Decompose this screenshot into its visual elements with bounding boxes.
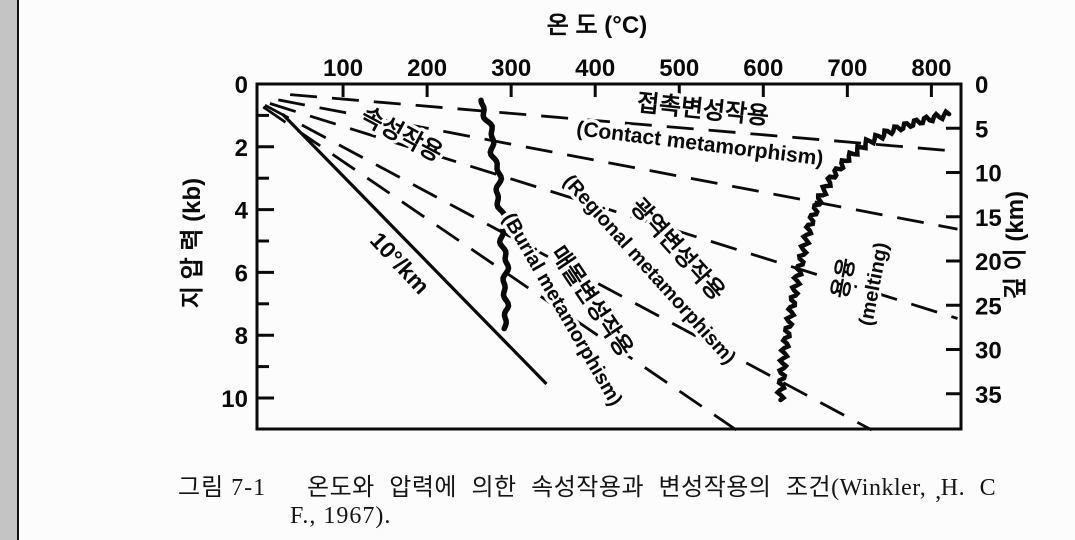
left-axis-tick-label: 0: [235, 72, 248, 99]
right-axis-title: 깊 이 (km): [1002, 191, 1029, 299]
left-axis-tick-label: 4: [235, 198, 249, 225]
series-regional-burial-boundary: [264, 103, 873, 432]
region-label-melting-ko: 용융: [827, 256, 859, 301]
series-diagenesis-metamorphism-boundary: [478, 97, 512, 332]
series-contact-regional-boundary: [278, 98, 958, 231]
right-axis-tick-label: 5: [975, 116, 988, 143]
series-geothermal-gradient-10c-per-km: [281, 112, 548, 386]
top-axis-tick-label: 500: [659, 55, 699, 82]
right-axis-tick-label: 30: [975, 338, 1002, 365]
page-edge-line: [17, 0, 19, 540]
top-axis-tick-label: 200: [407, 55, 447, 82]
page-edge-band: [0, 0, 17, 540]
top-axis-tick-label: 100: [323, 55, 363, 82]
left-axis-title: 지 압 력 (kb): [179, 178, 206, 308]
right-axis-tick-label: 25: [975, 293, 1002, 320]
top-axis-tick-label: 800: [911, 55, 951, 82]
left-axis-tick-label: 8: [235, 323, 248, 350]
right-axis-tick-label: 0: [975, 72, 988, 99]
left-axis-tick-label: 6: [235, 260, 248, 287]
stray-mark: ’: [934, 492, 942, 518]
left-axis-tick-label: 10: [221, 386, 248, 413]
region-label-melting-en: (melting): [855, 241, 893, 328]
plot-border: [255, 82, 963, 431]
pressure-temperature-diagram: 온 도 (°C) 지 압 력 (kb) 깊 이 (km) 100 200 300 40…: [179, 12, 1029, 432]
right-axis-tick-label: 20: [975, 249, 1002, 276]
top-axis-tick-label: 600: [743, 55, 783, 82]
region-label-contact-ko: 접촉변성작용: [636, 90, 771, 131]
top-axis-tick-label: 400: [575, 55, 615, 82]
series-melting-curve: [774, 108, 952, 403]
right-axis-tick-label: 10: [975, 161, 1002, 188]
caption-figure-label: 그림 7-1: [178, 475, 267, 501]
right-axis-tick-label: 35: [975, 382, 1002, 409]
right-axis-tick-label: 15: [975, 205, 1002, 232]
series-regional-upper-boundary: [269, 102, 958, 320]
top-axis-tick-label: 700: [827, 55, 867, 82]
caption-line2: F., 1967).: [290, 503, 392, 529]
top-axis-title: 온 도 (°C): [547, 12, 647, 39]
left-axis-tick-label: 2: [235, 135, 248, 162]
caption-line1: 온도와 압력에 의한 속성작용과 변성작용의 조건(Winkler, H. C: [307, 475, 997, 501]
plot-area: 100 200 300 400 500 600 700 8000246810051015202…: [221, 55, 1002, 432]
series-contact-metamorphism-upper-boundary: [289, 93, 958, 153]
region-label-gradient-label: 10°/km: [365, 227, 435, 299]
top-axis-tick-label: 300: [491, 55, 531, 82]
series-burial-lower-boundary: [262, 105, 738, 432]
